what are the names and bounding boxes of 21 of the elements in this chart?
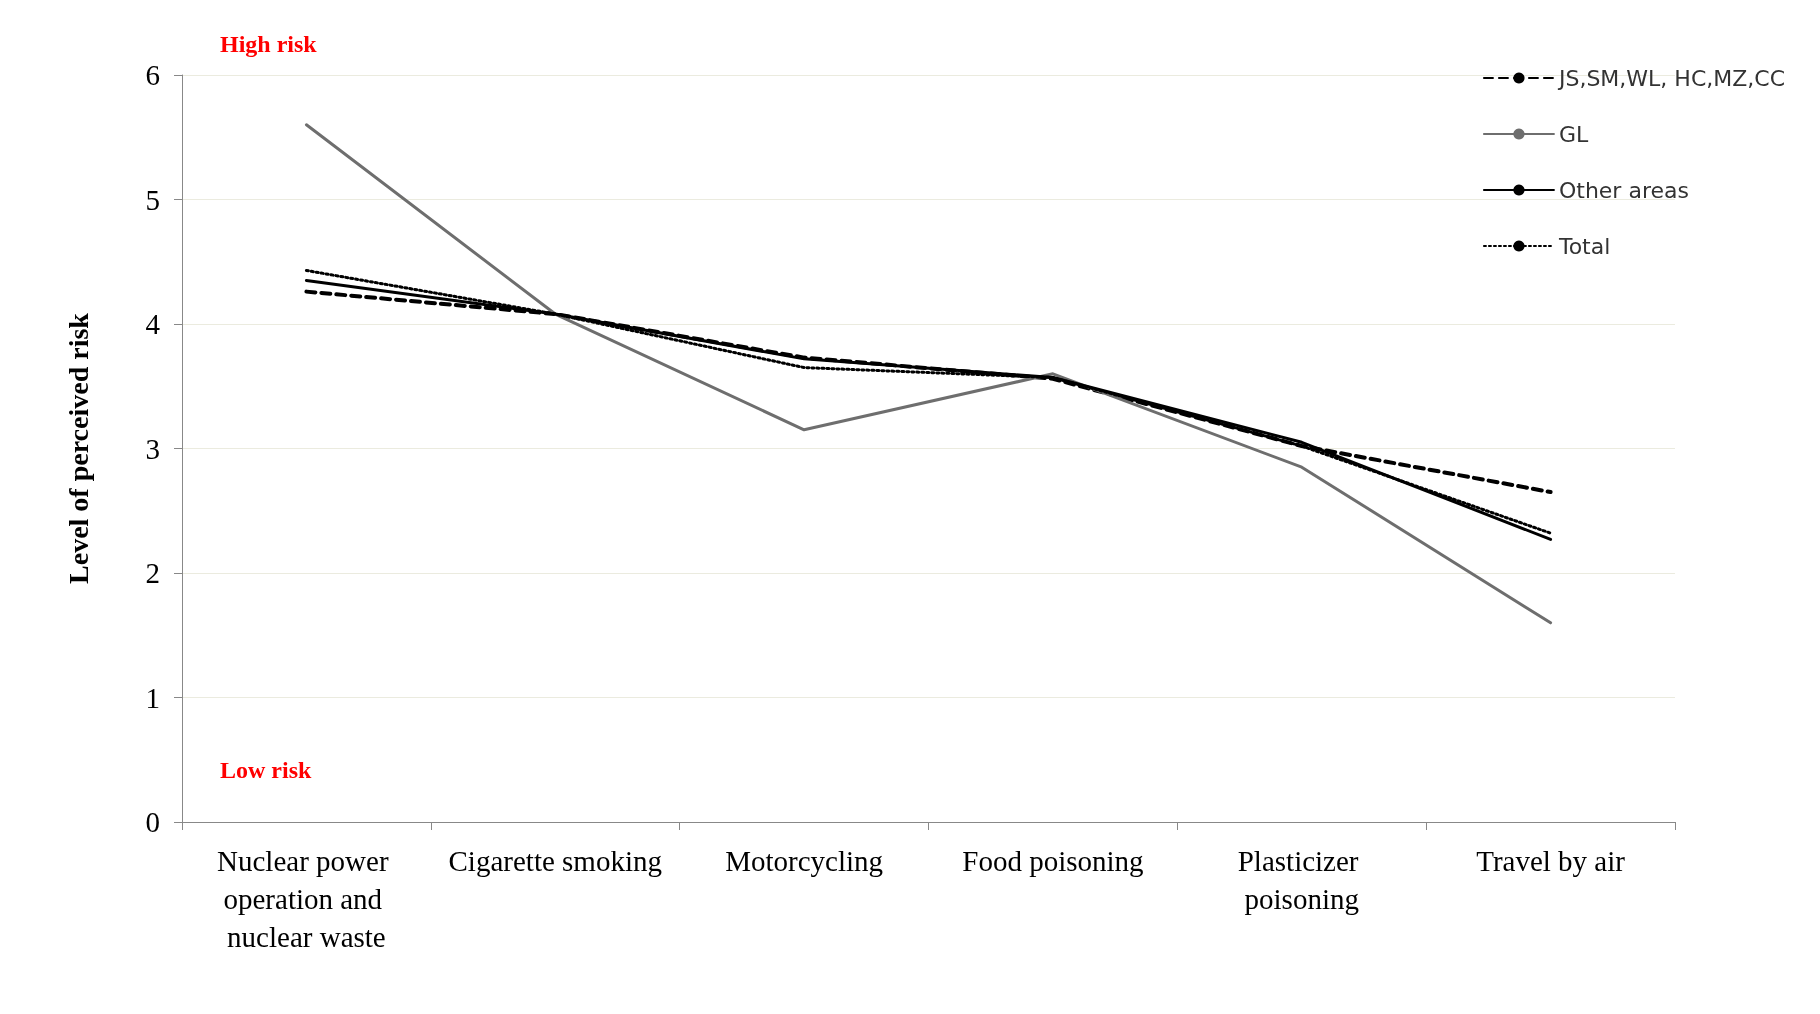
x-tick-label: Food poisoning [962, 845, 1144, 877]
legend-label: Total [1557, 233, 1611, 259]
y-tick-label: 6 [145, 59, 160, 91]
x-tick-label: Nuclear power operation and nuclear waste [217, 845, 396, 953]
y-tick-label: 2 [145, 557, 160, 589]
legend-label: JS,SM,WL, HC,MZ,CC [1556, 65, 1786, 91]
x-tick-label: Motorcycling [725, 845, 884, 877]
line-series [304, 123, 1553, 625]
x-tick-label: Travel by air [1476, 845, 1626, 877]
text: High risk [220, 31, 318, 57]
x-tick-label: Cigarette smoking [448, 845, 662, 877]
y-axis-title: Level of perceived risk [62, 312, 94, 584]
legend-label: GL [1558, 121, 1589, 147]
y-tick-label: 4 [145, 308, 161, 340]
y-tick-label: 3 [145, 432, 160, 465]
legend-label: Other areas [1558, 177, 1689, 203]
x-tick-label: Plasticizer poisoning [1237, 845, 1366, 915]
y-tick-label: 1 [145, 681, 160, 714]
y-tick-label: 5 [145, 183, 160, 216]
y-tick-label: 0 [145, 806, 160, 838]
annotation: Low risk [220, 757, 312, 783]
